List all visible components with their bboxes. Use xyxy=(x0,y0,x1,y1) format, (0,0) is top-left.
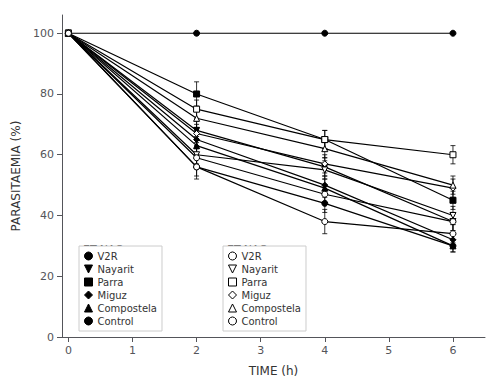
svg-text:Parra: Parra xyxy=(98,277,124,288)
svg-text:Nayarit: Nayarit xyxy=(242,264,279,275)
svg-text:TIME (h): TIME (h) xyxy=(248,364,299,378)
svg-text:3: 3 xyxy=(257,344,264,357)
svg-text:Control: Control xyxy=(242,316,278,327)
svg-text:6: 6 xyxy=(449,344,456,357)
svg-text:100: 100 xyxy=(33,27,54,40)
svg-text:V2R: V2R xyxy=(242,251,262,262)
svg-text:Nayarit: Nayarit xyxy=(98,264,135,275)
svg-text:0: 0 xyxy=(47,331,54,344)
svg-text:Miguz: Miguz xyxy=(242,290,271,301)
svg-text:80: 80 xyxy=(40,87,54,100)
svg-text:20: 20 xyxy=(40,270,54,283)
svg-text:Parra: Parra xyxy=(242,277,268,288)
svg-text:2: 2 xyxy=(193,344,200,357)
svg-text:60: 60 xyxy=(40,148,54,161)
svg-text:Compostela: Compostela xyxy=(98,303,158,314)
svg-text:Control: Control xyxy=(98,316,134,327)
svg-text:5: 5 xyxy=(385,344,392,357)
svg-text:0: 0 xyxy=(65,344,72,357)
svg-text:1: 1 xyxy=(129,344,136,357)
svg-text:40: 40 xyxy=(40,209,54,222)
svg-text:4: 4 xyxy=(321,344,328,357)
svg-text:Miguz: Miguz xyxy=(98,290,127,301)
svg-text:PARASITAEMIA (%): PARASITAEMIA (%) xyxy=(9,121,23,232)
svg-text:Compostela: Compostela xyxy=(242,303,302,314)
svg-text:V2R: V2R xyxy=(98,251,118,262)
